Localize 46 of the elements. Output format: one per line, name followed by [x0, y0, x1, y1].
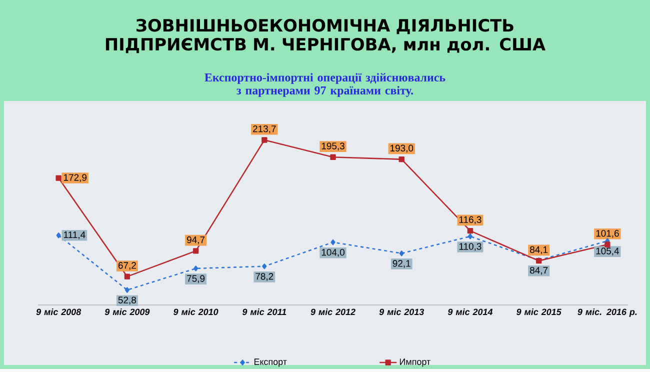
legend-label: Експорт: [254, 358, 287, 367]
x-tick-label: 9 міс 2015: [516, 308, 562, 316]
data-label: 84,1: [530, 246, 548, 254]
data-label: 75,9: [187, 275, 205, 284]
point: [604, 242, 610, 248]
point: [56, 232, 61, 238]
data-label: 116,3: [459, 216, 482, 224]
data-label: 110,3: [459, 243, 482, 252]
data-label: 195,3: [322, 142, 344, 151]
x-tick-label: 9 міс 2009: [104, 308, 150, 316]
point: [467, 228, 474, 234]
point: [192, 248, 199, 254]
chart-subtitle: Експортно-імпортні операції здійснювались з партнерами 97 країнами світу.: [204, 73, 446, 98]
data-label: 84,7: [530, 267, 548, 275]
point: [262, 264, 267, 270]
point: [398, 156, 404, 162]
point: [56, 175, 62, 182]
point: [124, 274, 130, 280]
data-label: 78,2: [256, 273, 274, 282]
point: [330, 154, 336, 160]
data-label: 104,0: [322, 249, 344, 257]
x-tick-label: 9 міс 2011: [242, 308, 286, 316]
data-label: 193,0: [390, 144, 414, 153]
data-label: 111,4: [64, 232, 86, 240]
data-label: 105,4: [596, 248, 619, 256]
data-label: 213,7: [253, 126, 276, 134]
data-label: 94,7: [187, 236, 205, 244]
data-label: 92,1: [392, 260, 410, 268]
x-tick-label: 9 міс 2014: [448, 308, 493, 316]
chart-title: ЗОВНІШНЬОЕКОНОМІЧНА ДІЯЛЬНІСТЬ ПІДПРИЄМСТВ М. ЧЕРНІГОВА, млн дол. США: [106, 19, 546, 54]
x-tick-label: 9 міс 2008: [36, 308, 82, 316]
data-label: 52,8: [118, 296, 136, 305]
x-tick-label: 9 міс 2013: [379, 308, 424, 316]
point: [330, 240, 336, 246]
point: [468, 234, 473, 240]
point: [194, 266, 198, 272]
x-tick-label: 9 міс 2012: [310, 308, 356, 316]
data-label: 101,6: [596, 230, 619, 238]
point: [124, 287, 130, 294]
data-label: 67,2: [118, 262, 136, 270]
data-label: 172,9: [64, 174, 87, 182]
point: [399, 250, 404, 256]
x-tick-label: 9 міс. 2016 р.: [578, 308, 637, 318]
legend-label: Импорт: [400, 358, 430, 367]
point: [262, 137, 268, 144]
x-tick-label: 9 міс 2010: [173, 308, 218, 316]
